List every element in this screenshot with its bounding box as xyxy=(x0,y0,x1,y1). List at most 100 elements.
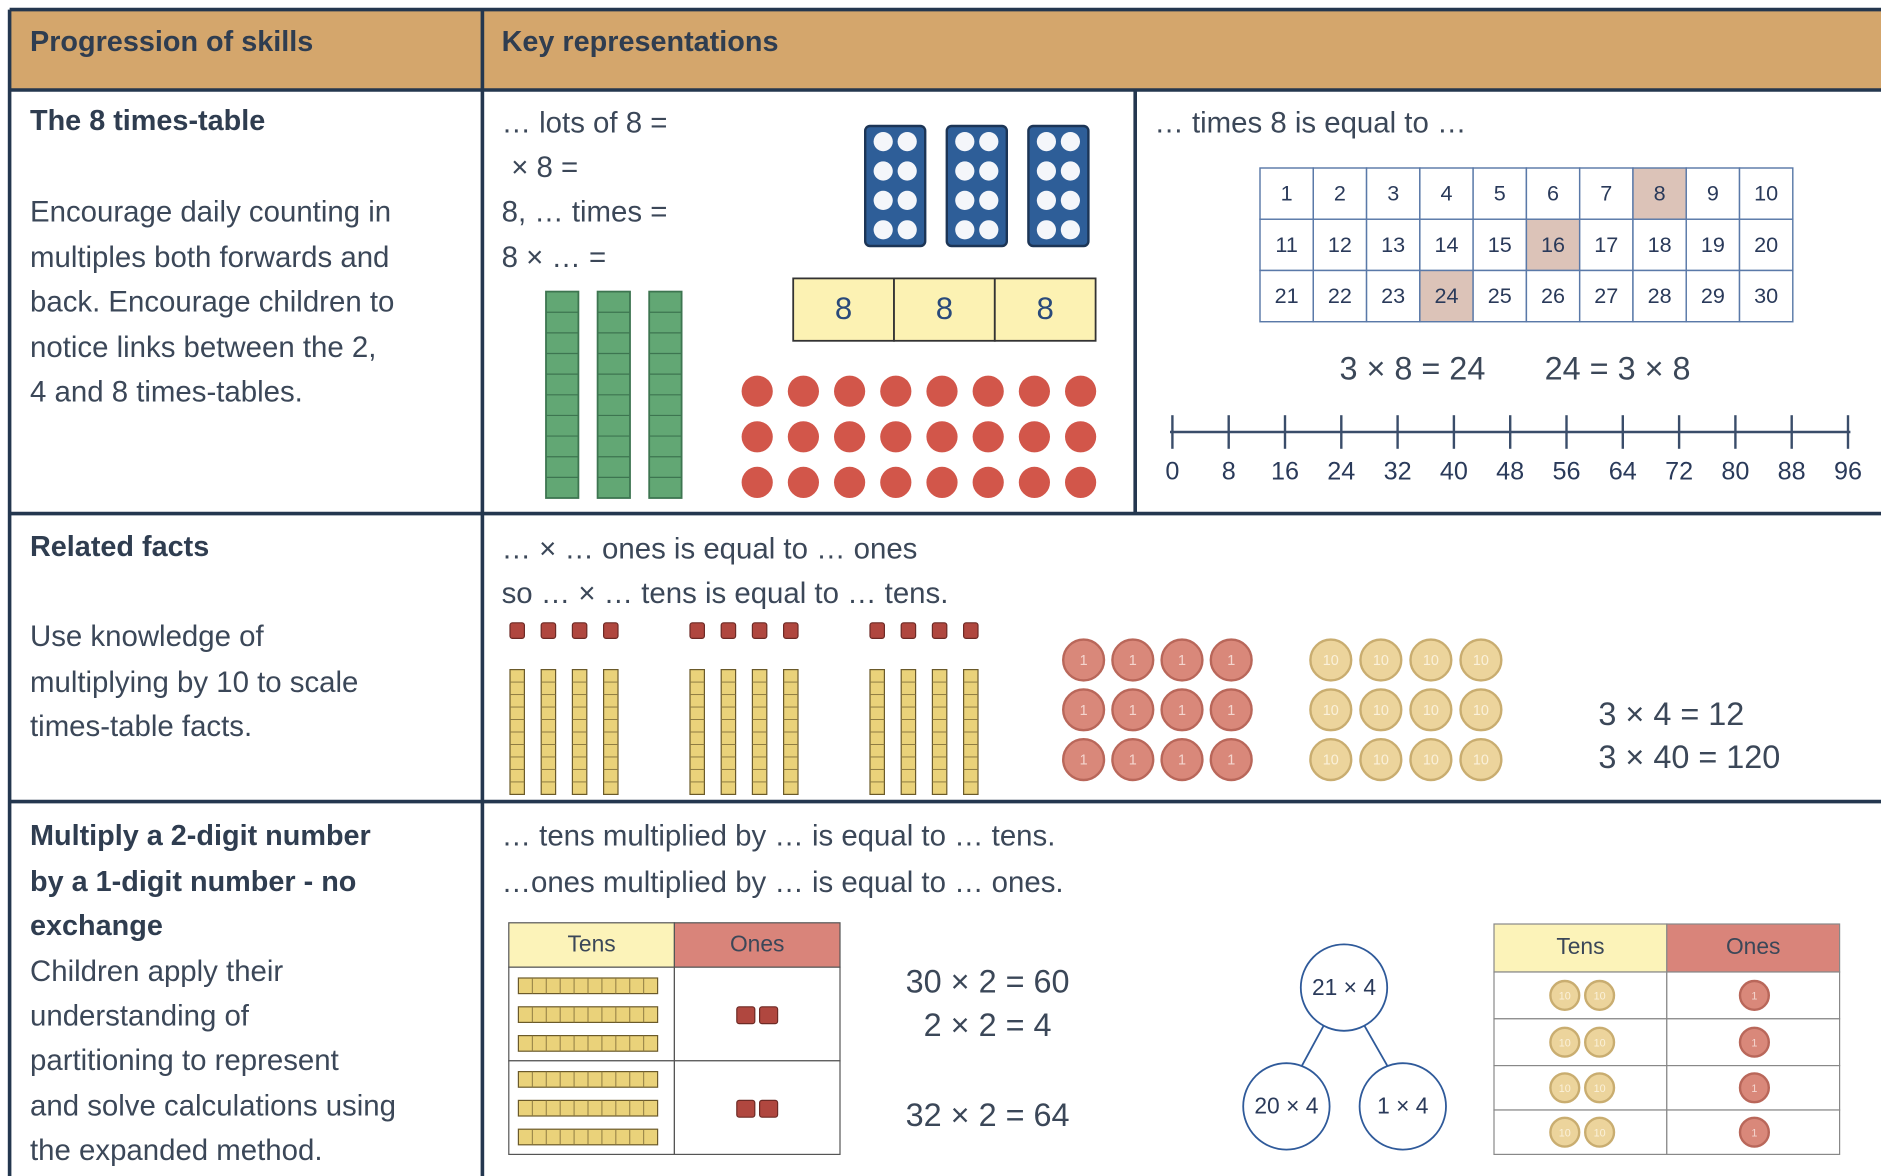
coin-label: 1 xyxy=(1751,1127,1757,1139)
coin-label: 10 xyxy=(1423,703,1439,719)
square-number: 12 xyxy=(1328,232,1352,257)
number-line-label: 72 xyxy=(1665,457,1693,485)
part-whole-label: 20 × 4 xyxy=(1254,1093,1318,1119)
square-number: 24 xyxy=(1434,283,1458,308)
coin-label: 10 xyxy=(1473,653,1489,669)
coin-label: 10 xyxy=(1559,1083,1571,1095)
part-whole-circle xyxy=(1242,1062,1331,1151)
square-number: 21 xyxy=(1275,283,1299,308)
pv-header-label: Ones xyxy=(1726,933,1781,959)
ten-coin xyxy=(1309,688,1353,732)
coin-label: 1 xyxy=(1178,753,1186,769)
one-coin xyxy=(1209,738,1253,782)
coin-label: 10 xyxy=(1373,703,1389,719)
equation: 24 = 3 × 8 xyxy=(1545,350,1691,386)
counter xyxy=(880,466,912,498)
square-number: 7 xyxy=(1600,181,1612,206)
dot xyxy=(1036,161,1056,181)
number-line-label: 40 xyxy=(1440,457,1468,485)
pv-header-label: Ones xyxy=(730,931,785,957)
coin-label: 1 xyxy=(1751,990,1757,1002)
counter xyxy=(926,421,958,453)
coin-label: 1 xyxy=(1080,753,1088,769)
one-coin xyxy=(1062,738,1106,782)
equation: 3 × 4 = 12 xyxy=(1598,696,1744,732)
square-number: 1 xyxy=(1281,181,1293,206)
coin-label: 1 xyxy=(1178,653,1186,669)
coin-label: 10 xyxy=(1473,753,1489,769)
one-coin xyxy=(1738,1116,1770,1148)
coin-label: 1 xyxy=(1227,653,1235,669)
square-cell xyxy=(1419,167,1474,220)
coin-label: 10 xyxy=(1323,753,1339,769)
coin-label: 10 xyxy=(1559,1037,1571,1049)
equation: 30 × 2 = 60 xyxy=(906,964,1070,1000)
part-whole-circle xyxy=(1358,1062,1447,1151)
one-coin xyxy=(1209,688,1253,732)
unit-cube xyxy=(571,622,588,639)
counter xyxy=(1065,466,1097,498)
counter xyxy=(1065,375,1097,407)
square-number: 27 xyxy=(1594,283,1618,308)
square-number: 13 xyxy=(1381,232,1405,257)
unit-cube xyxy=(509,622,525,639)
counter xyxy=(1065,421,1097,453)
coin-label: 1 xyxy=(1227,703,1235,719)
square-number: 10 xyxy=(1754,181,1778,206)
dot xyxy=(955,190,975,210)
ten-coin xyxy=(1584,979,1616,1011)
sentence-stem: … tens multiplied by … is equal to … ten… xyxy=(502,819,1056,852)
coin-label: 10 xyxy=(1323,703,1339,719)
square-cell xyxy=(1472,218,1528,272)
one-coin xyxy=(1738,1072,1770,1104)
unit-cube xyxy=(720,622,737,639)
equation: 2 × 2 = 4 xyxy=(924,1007,1052,1043)
counter xyxy=(880,375,912,407)
one-coin xyxy=(1738,979,1770,1011)
row-description: notice links between the 2, xyxy=(30,331,376,364)
coin-label: 10 xyxy=(1373,653,1389,669)
unit-cube xyxy=(931,622,948,639)
pv-header xyxy=(1666,923,1841,973)
square-number: 11 xyxy=(1275,232,1297,257)
row-description: understanding of xyxy=(30,999,250,1032)
unit-cube xyxy=(689,622,705,639)
dot xyxy=(1036,132,1056,152)
square-number: 17 xyxy=(1594,232,1618,257)
square-cell xyxy=(1632,218,1687,272)
square-number: 23 xyxy=(1381,283,1405,308)
ten-coin xyxy=(1409,688,1453,732)
dot xyxy=(873,220,893,240)
one-coin xyxy=(1160,688,1204,732)
dot xyxy=(897,190,917,210)
number-line-label: 32 xyxy=(1384,457,1412,485)
connector xyxy=(1301,1023,1326,1067)
counter xyxy=(972,375,1004,407)
counter xyxy=(741,466,773,498)
one-coin xyxy=(1160,738,1204,782)
dot xyxy=(955,161,975,181)
dot xyxy=(1060,220,1080,240)
one-coin xyxy=(1111,688,1155,732)
dot xyxy=(873,190,893,210)
dot xyxy=(873,132,893,152)
coin-label: 10 xyxy=(1323,653,1339,669)
square-cell xyxy=(1259,167,1315,220)
row-title: exchange xyxy=(30,910,163,942)
ten-coin xyxy=(1549,979,1581,1011)
unit-cube xyxy=(540,622,557,639)
counter xyxy=(834,421,866,453)
coin-label: 1 xyxy=(1129,703,1137,719)
counter xyxy=(834,466,866,498)
table-borders xyxy=(7,7,1881,1176)
row-title: Related facts xyxy=(30,531,209,563)
number-line-label: 96 xyxy=(1834,457,1862,485)
ten-coin xyxy=(1309,638,1353,682)
square-cell xyxy=(1632,167,1687,220)
bar-part xyxy=(792,277,895,342)
row-description: multiplying by 10 to scale xyxy=(30,666,358,699)
counter xyxy=(1018,466,1050,498)
square-number: 18 xyxy=(1648,232,1672,257)
coin-label: 1 xyxy=(1080,703,1088,719)
square-number: 19 xyxy=(1701,232,1725,257)
